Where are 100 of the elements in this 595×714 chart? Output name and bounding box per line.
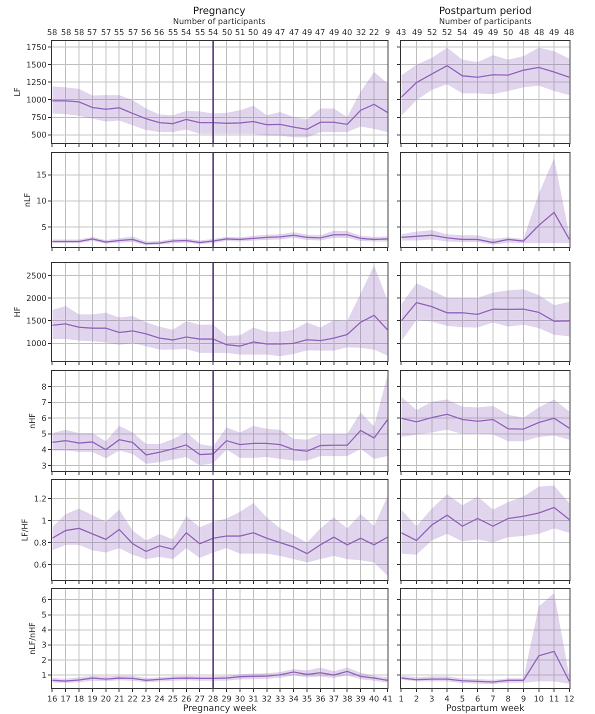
x-tick-label: 18 [74,694,84,704]
text: 52 [427,28,438,37]
y-tick-label: 8 [42,382,47,392]
y-tick-label: 2000 [26,294,47,303]
text: 9 [385,28,390,37]
x-tick-label: 39 [356,694,366,704]
text: 57 [101,28,112,37]
x-tick-label: 28 [208,694,218,704]
y-tick-label: 1250 [26,78,47,87]
text: 58 [47,28,58,37]
text: 43 [396,28,406,37]
y-tick-label: 6 [42,414,47,423]
text: 32 [356,28,366,37]
x-tick-label: 4 [444,694,450,704]
x-tick-label: 37 [328,694,339,704]
x-tick-label: 31 [248,694,258,704]
text: 47 [275,28,286,37]
x-tick-label: 16 [47,694,58,704]
y-axis-title: HF [12,306,22,318]
x-tick-label: 11 [548,694,560,704]
x-tick-label: 25 [168,694,178,704]
text: 50 [503,28,514,37]
y-tick-label: 0.8 [34,538,47,548]
y-tick-label: 500 [31,130,47,140]
text: 49 [262,28,272,37]
x-tick-label: 40 [368,694,380,704]
chart-title: Postpartum period [439,6,532,17]
y-tick-label: 2 [42,656,47,665]
x-tick-label: 5 [460,694,465,704]
x-tick-label: 41 [382,694,393,704]
y-tick-label: 1000 [26,339,47,348]
x-axis-title: Pregnancy week [182,704,258,714]
text: 54 [181,28,192,37]
text: 55 [195,28,206,37]
x-tick-label: 12 [564,694,574,704]
y-tick-label: 15 [36,170,47,180]
x-tick-label: 9 [520,694,526,704]
text: 56 [141,28,152,37]
x-tick-label: 33 [275,694,286,704]
text: 55 [168,28,178,37]
text: 49 [329,28,340,37]
y-tick-label: 4 [42,626,47,635]
y-tick-label: 3 [42,640,47,650]
x-tick-label: 23 [140,694,152,704]
x-tick-label: 38 [342,694,352,704]
text: 22 [369,28,380,37]
y-axis-title: LF/HF [20,518,30,542]
text: 55 [114,28,124,37]
text: 52 [442,28,452,37]
text: 49 [302,28,312,37]
text: 47 [289,28,300,37]
x-tick-label: 32 [262,694,272,704]
y-tick-label: 5 [42,610,47,620]
x-tick-label: 3 [429,694,434,704]
text: 50 [222,28,232,37]
x-axis-title: Postpartum week [446,704,526,714]
x-tick-label: 7 [490,694,496,704]
text: 48 [564,28,574,37]
text: 49 [473,28,484,37]
x-tick-label: 35 [302,694,312,704]
text: 58 [61,28,72,37]
x-tick-label: 19 [87,694,98,704]
text: 49 [488,28,498,37]
y-tick-label: 0.6 [34,560,47,570]
text: 49 [549,28,560,37]
x-tick-label: 27 [194,694,205,704]
y-tick-label: 1.2 [34,494,47,504]
text: 58 [74,28,84,37]
y-tick-label: 7 [42,398,47,408]
text: 57 [87,28,98,37]
x-tick-label: 29 [221,694,232,704]
text: 48 [534,28,544,37]
y-tick-label: 3 [42,461,47,470]
x-tick-label: 21 [114,694,124,704]
text: 54 [208,28,218,37]
x-tick-label: 20 [100,694,111,704]
y-tick-label: 1 [42,670,47,680]
x-tick-label: 30 [234,694,246,704]
y-tick-label: 1000 [26,96,47,105]
y-axis-title: nLF [23,192,32,208]
y-axis-title: nLF/nHF [28,622,38,655]
y-tick-label: 5 [42,222,47,232]
text: 54 [457,28,468,37]
y-tick-label: 1 [42,516,47,526]
text: 48 [519,28,530,37]
x-tick-label: 6 [475,694,480,704]
text: 40 [342,28,352,37]
text: 51 [235,28,246,37]
y-tick-label: 4 [42,445,47,454]
x-tick-label: 34 [288,694,299,704]
text: 49 [412,28,422,37]
text: 56 [154,28,164,37]
x-tick-label: 36 [315,694,326,704]
y-tick-label: 10 [36,196,47,206]
x-tick-label: 10 [534,694,544,704]
y-axis-title: nHF [28,412,38,429]
x2-axis-title: Number of participants [439,17,532,26]
y-tick-label: 1750 [26,42,47,52]
y-tick-label: 6 [42,596,47,604]
y-tick-label: 1500 [26,60,47,70]
